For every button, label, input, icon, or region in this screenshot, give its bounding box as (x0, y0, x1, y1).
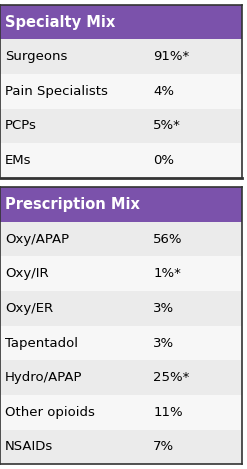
Text: 1%*: 1%* (153, 267, 181, 280)
Bar (0, 430, 242, 464)
Text: Pain Specialists: Pain Specialists (5, 85, 108, 98)
Bar (0, 257, 242, 291)
Text: Surgeons: Surgeons (5, 50, 67, 63)
Bar (0, 291, 242, 326)
Text: 0%: 0% (153, 154, 174, 167)
Text: 5%*: 5%* (153, 120, 181, 132)
Text: Hydro/APAP: Hydro/APAP (5, 371, 82, 384)
Text: Oxy/APAP: Oxy/APAP (5, 233, 69, 246)
Text: Tapentadol: Tapentadol (5, 337, 78, 349)
Text: Oxy/ER: Oxy/ER (5, 302, 53, 315)
Bar (0, 74, 242, 109)
Bar (0, 5, 242, 39)
Text: 25%*: 25%* (153, 371, 189, 384)
Bar (0, 326, 242, 360)
Text: Oxy/IR: Oxy/IR (5, 267, 49, 280)
Bar (0, 360, 242, 395)
Text: 7%: 7% (153, 440, 174, 454)
Bar (0, 222, 242, 257)
Text: 3%: 3% (153, 337, 174, 349)
Bar (0, 178, 242, 187)
Text: Other opioids: Other opioids (5, 406, 95, 419)
Text: 4%: 4% (153, 85, 174, 98)
Bar (0, 187, 242, 222)
Bar (0, 39, 242, 74)
Bar (0, 395, 242, 430)
Bar (0, 109, 242, 143)
Text: PCPs: PCPs (5, 120, 37, 132)
Text: 3%: 3% (153, 302, 174, 315)
Text: EMs: EMs (5, 154, 31, 167)
Text: 11%: 11% (153, 406, 183, 419)
Bar (0, 143, 242, 178)
Text: 91%*: 91%* (153, 50, 189, 63)
Text: NSAIDs: NSAIDs (5, 440, 53, 454)
Text: 56%: 56% (153, 233, 183, 246)
Text: Prescription Mix: Prescription Mix (5, 197, 140, 212)
Text: Specialty Mix: Specialty Mix (5, 15, 115, 30)
